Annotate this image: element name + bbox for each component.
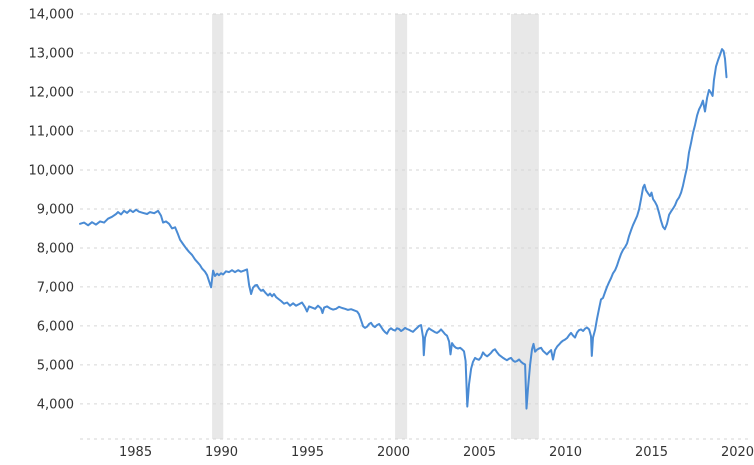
y-tick-label: 7,000 [37,280,74,295]
x-tick-label: 2005 [463,445,496,460]
y-tick-label: 9,000 [37,202,74,217]
y-tick-label: 8,000 [37,241,74,256]
y-tick-label: 12,000 [29,85,75,100]
y-tick-label: 10,000 [29,163,75,178]
recession-band [395,14,408,439]
data-line[interactable] [79,48,728,410]
y-tick-label: 5,000 [37,358,74,373]
y-tick-label: 6,000 [37,319,74,334]
x-tick-label: 1995 [291,445,324,460]
recession-band [212,14,224,439]
x-tick-label: 2000 [377,445,410,460]
y-tick-label: 14,000 [29,8,75,23]
y-tick-label: 4,000 [37,397,74,412]
y-tick-label: 13,000 [29,46,75,61]
x-tick-label: 1990 [205,445,238,460]
x-tick-label: 2015 [635,445,668,460]
x-tick-label: 2010 [549,445,582,460]
y-tick-label: 11,000 [29,124,75,139]
x-tick-label: 1985 [119,445,152,460]
x-tick-label: 2020 [721,445,754,460]
